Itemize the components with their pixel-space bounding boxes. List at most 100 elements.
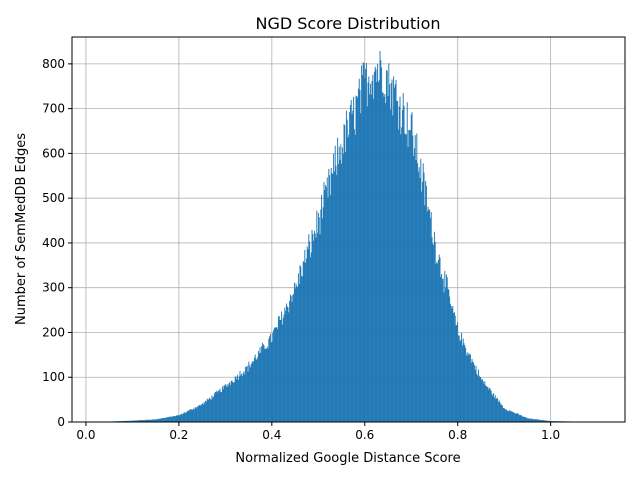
histogram-bar <box>413 148 415 422</box>
histogram-bar <box>165 417 167 422</box>
histogram-bar <box>285 303 287 422</box>
histogram-bar <box>429 217 431 422</box>
histogram-bar <box>339 160 341 423</box>
histogram-bar <box>441 279 443 422</box>
histogram-bar <box>175 415 177 422</box>
histogram-bar <box>196 407 198 422</box>
y-tick-label: 800 <box>42 57 65 71</box>
histogram-bar <box>417 163 419 422</box>
histogram-bar <box>133 420 135 422</box>
histogram-bar <box>239 371 241 422</box>
x-tick-label: 1.0 <box>541 428 560 442</box>
histogram-bar <box>160 418 162 422</box>
histogram-bar <box>485 385 487 422</box>
histogram-bar <box>530 418 532 422</box>
histogram-bar <box>463 343 465 422</box>
histogram-bar <box>364 78 366 423</box>
histogram-bar <box>468 353 470 422</box>
histogram-bar <box>500 404 502 422</box>
histogram-bar <box>472 361 474 422</box>
histogram-bar <box>521 416 523 422</box>
histogram-bar <box>541 420 543 422</box>
histogram-bar <box>156 419 158 422</box>
histogram-bar <box>243 371 245 422</box>
histogram-bar <box>201 404 203 422</box>
histogram-bar <box>264 348 266 422</box>
x-tick-label: 0.2 <box>169 428 188 442</box>
histogram-bar <box>194 407 196 422</box>
histogram-bar <box>145 419 147 422</box>
histogram-bar <box>478 375 480 422</box>
histogram-bar <box>336 175 338 422</box>
histogram-bar <box>213 396 215 422</box>
histogram-bar <box>210 399 212 422</box>
histogram-bar <box>341 163 343 422</box>
histogram-bar <box>432 243 434 422</box>
histogram-bar <box>197 406 199 422</box>
histogram-bar <box>449 296 451 422</box>
histogram-bar <box>268 338 270 422</box>
y-tick-label: 300 <box>42 281 65 295</box>
histogram-bar <box>134 420 136 422</box>
histogram-bar <box>380 60 382 423</box>
histogram-bar <box>532 419 534 422</box>
histogram-bar <box>434 241 436 422</box>
histogram-bar <box>261 342 263 422</box>
histogram-bar <box>266 346 268 422</box>
histogram-bar <box>229 385 231 422</box>
histogram-bar <box>149 419 151 422</box>
histogram-bar <box>501 405 503 422</box>
histogram-bar <box>217 390 219 422</box>
histogram-bar <box>234 376 236 422</box>
histogram-bar <box>136 420 138 422</box>
histogram-bar <box>258 353 260 422</box>
histogram-bar <box>271 341 273 422</box>
histogram-bar <box>189 410 191 422</box>
histogram-bar <box>433 231 435 422</box>
histogram-bar <box>129 420 131 422</box>
histogram-bar <box>489 387 491 422</box>
histogram-bar <box>241 376 243 422</box>
histogram-bar <box>329 175 331 422</box>
histogram-bar <box>204 403 206 422</box>
histogram-bar <box>529 418 531 422</box>
histogram-bar <box>473 365 475 422</box>
histogram-bar <box>337 137 339 422</box>
histogram-bar <box>161 418 163 422</box>
histogram-bar <box>269 336 271 422</box>
histogram-bar <box>324 190 326 422</box>
histogram-bar <box>125 420 127 422</box>
histogram-bar <box>454 315 456 422</box>
histogram-bar <box>521 415 523 422</box>
histogram-bar <box>301 276 303 422</box>
histogram-bar <box>479 377 481 422</box>
histogram-bar <box>545 420 547 422</box>
histogram-bar <box>122 420 124 422</box>
histogram-bar <box>164 418 166 422</box>
histogram-bar <box>209 399 211 422</box>
histogram-bar <box>408 130 410 422</box>
histogram-bar <box>348 134 350 422</box>
histogram-bar <box>420 158 422 423</box>
histogram-bar <box>508 411 510 422</box>
histogram-bar <box>416 133 418 422</box>
histogram-bar <box>227 386 229 422</box>
y-tick-label: 700 <box>42 102 65 116</box>
histogram-bar <box>466 352 468 422</box>
histogram-bar <box>462 338 464 422</box>
histogram-bar <box>303 262 305 422</box>
histogram-bar <box>486 386 488 422</box>
histogram-bar <box>371 81 373 422</box>
histogram-bar <box>313 230 315 422</box>
histogram-bars <box>86 51 598 423</box>
histogram-bar <box>399 96 401 422</box>
histogram-bar <box>297 287 299 422</box>
histogram-bar <box>480 376 482 422</box>
histogram-bar <box>377 63 379 423</box>
histogram-bar <box>446 277 448 422</box>
histogram-bar <box>398 106 400 422</box>
histogram-bar <box>144 420 146 422</box>
histogram-bar <box>226 384 228 422</box>
histogram-bar <box>274 327 276 422</box>
histogram-bar <box>515 413 517 422</box>
